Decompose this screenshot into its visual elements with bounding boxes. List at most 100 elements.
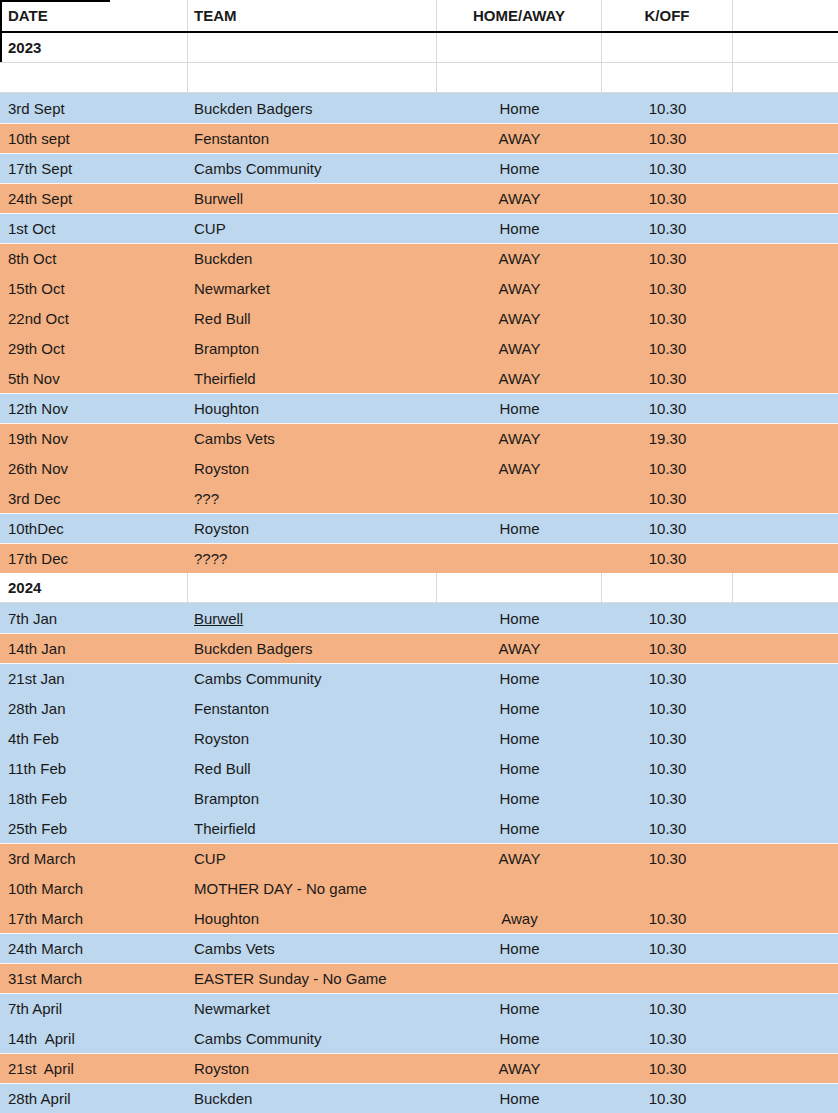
date-cell[interactable]: 28th April xyxy=(0,1084,188,1113)
empty-cell[interactable] xyxy=(733,544,838,573)
empty-cell[interactable] xyxy=(733,184,838,213)
date-cell[interactable]: 8th Oct xyxy=(0,244,188,273)
date-cell[interactable]: 18th Feb xyxy=(0,783,188,813)
team-cell[interactable]: Red Bull xyxy=(188,303,437,333)
team-cell[interactable]: MOTHER DAY - No game xyxy=(188,873,437,903)
empty-cell[interactable] xyxy=(733,573,838,602)
kickoff-cell[interactable]: 10.30 xyxy=(602,273,733,303)
team-cell[interactable]: Cambs Community xyxy=(188,664,437,693)
empty-cell[interactable] xyxy=(733,934,838,963)
home-away-cell[interactable]: Home xyxy=(437,994,602,1023)
team-cell[interactable]: Houghton xyxy=(188,903,437,933)
empty-cell[interactable] xyxy=(733,1054,838,1083)
date-cell[interactable]: 28th Jan xyxy=(0,693,188,723)
team-cell[interactable]: Royston xyxy=(188,453,437,483)
kickoff-cell[interactable]: 10.30 xyxy=(602,453,733,483)
home-away-cell[interactable]: Home xyxy=(437,693,602,723)
kickoff-cell[interactable] xyxy=(602,33,733,62)
home-away-cell[interactable]: Home xyxy=(437,1023,602,1053)
empty-cell[interactable] xyxy=(733,124,838,153)
team-cell[interactable]: EASTER Sunday - No Game xyxy=(188,964,437,993)
date-cell[interactable]: 7th Jan xyxy=(0,603,188,633)
home-away-cell[interactable]: Home xyxy=(437,783,602,813)
home-away-cell[interactable]: AWAY xyxy=(437,303,602,333)
date-cell[interactable]: 3rd Dec xyxy=(0,483,188,513)
header-home-away[interactable]: HOME/AWAY xyxy=(437,0,602,31)
date-cell[interactable]: 3rd March xyxy=(0,844,188,873)
team-cell[interactable]: Newmarket xyxy=(188,273,437,303)
header-empty[interactable] xyxy=(733,0,838,31)
home-away-cell[interactable]: AWAY xyxy=(437,453,602,483)
home-away-cell[interactable]: Home xyxy=(437,723,602,753)
team-cell[interactable]: Buckden xyxy=(188,244,437,273)
team-cell[interactable]: Buckden Badgers xyxy=(188,634,437,663)
date-cell[interactable]: 17th Dec xyxy=(0,544,188,573)
home-away-cell[interactable]: Home xyxy=(437,214,602,243)
home-away-cell[interactable] xyxy=(437,483,602,513)
kickoff-cell[interactable]: 10.30 xyxy=(602,813,733,843)
team-cell[interactable]: Houghton xyxy=(188,394,437,423)
home-away-cell[interactable]: Home xyxy=(437,813,602,843)
date-cell[interactable]: 3rd Sept xyxy=(0,93,188,123)
kickoff-cell[interactable]: 10.30 xyxy=(602,1084,733,1113)
empty-cell[interactable] xyxy=(733,453,838,483)
home-away-cell[interactable]: AWAY xyxy=(437,424,602,453)
kickoff-cell[interactable]: 10.30 xyxy=(602,214,733,243)
empty-cell[interactable] xyxy=(733,244,838,273)
kickoff-cell[interactable]: 10.30 xyxy=(602,994,733,1023)
home-away-cell[interactable] xyxy=(437,33,602,62)
home-away-cell[interactable] xyxy=(437,873,602,903)
home-away-cell[interactable]: Home xyxy=(437,664,602,693)
kickoff-cell[interactable]: 19.30 xyxy=(602,424,733,453)
date-cell[interactable]: 14th Jan xyxy=(0,634,188,663)
date-cell[interactable]: 24th Sept xyxy=(0,184,188,213)
date-cell[interactable]: 12th Nov xyxy=(0,394,188,423)
kickoff-cell[interactable]: 10.30 xyxy=(602,603,733,633)
kickoff-cell[interactable]: 10.30 xyxy=(602,783,733,813)
home-away-cell[interactable]: Home xyxy=(437,154,602,183)
kickoff-cell[interactable]: 10.30 xyxy=(602,844,733,873)
empty-cell[interactable] xyxy=(733,424,838,453)
empty-cell[interactable] xyxy=(733,964,838,993)
empty-cell[interactable] xyxy=(733,783,838,813)
kickoff-cell[interactable]: 10.30 xyxy=(602,363,733,393)
date-cell[interactable]: 4th Feb xyxy=(0,723,188,753)
home-away-cell[interactable]: AWAY xyxy=(437,124,602,153)
date-cell[interactable]: 26th Nov xyxy=(0,453,188,483)
header-kickoff[interactable]: K/OFF xyxy=(602,0,733,31)
team-cell[interactable]: Theirfield xyxy=(188,813,437,843)
home-away-cell[interactable] xyxy=(437,964,602,993)
team-cell[interactable]: CUP xyxy=(188,844,437,873)
kickoff-cell[interactable]: 10.30 xyxy=(602,244,733,273)
team-cell[interactable]: Buckden Badgers xyxy=(188,93,437,123)
team-cell[interactable]: Buckden xyxy=(188,1084,437,1113)
home-away-cell[interactable] xyxy=(437,573,602,602)
kickoff-cell[interactable]: 10.30 xyxy=(602,1054,733,1083)
empty-cell[interactable] xyxy=(733,514,838,543)
empty-cell[interactable] xyxy=(733,363,838,393)
home-away-cell[interactable] xyxy=(437,63,602,92)
kickoff-cell[interactable]: 10.30 xyxy=(602,333,733,363)
home-away-cell[interactable]: Home xyxy=(437,514,602,543)
empty-cell[interactable] xyxy=(733,603,838,633)
kickoff-cell[interactable] xyxy=(602,873,733,903)
home-away-cell[interactable]: AWAY xyxy=(437,363,602,393)
date-cell[interactable] xyxy=(0,63,188,92)
team-cell[interactable]: CUP xyxy=(188,214,437,243)
kickoff-cell[interactable]: 10.30 xyxy=(602,723,733,753)
empty-cell[interactable] xyxy=(733,214,838,243)
date-cell[interactable]: 5th Nov xyxy=(0,363,188,393)
kickoff-cell[interactable]: 10.30 xyxy=(602,483,733,513)
header-date[interactable]: DATE xyxy=(0,0,188,31)
date-cell[interactable]: 10thDec xyxy=(0,514,188,543)
home-away-cell[interactable]: AWAY xyxy=(437,844,602,873)
kickoff-cell[interactable]: 10.30 xyxy=(602,634,733,663)
home-away-cell[interactable]: Home xyxy=(437,603,602,633)
kickoff-cell[interactable]: 10.30 xyxy=(602,394,733,423)
date-cell[interactable]: 2023 xyxy=(0,33,188,62)
date-cell[interactable]: 10th sept xyxy=(0,124,188,153)
kickoff-cell[interactable]: 10.30 xyxy=(602,514,733,543)
date-cell[interactable]: 11th Feb xyxy=(0,753,188,783)
empty-cell[interactable] xyxy=(733,63,838,92)
team-cell[interactable]: Royston xyxy=(188,1054,437,1083)
